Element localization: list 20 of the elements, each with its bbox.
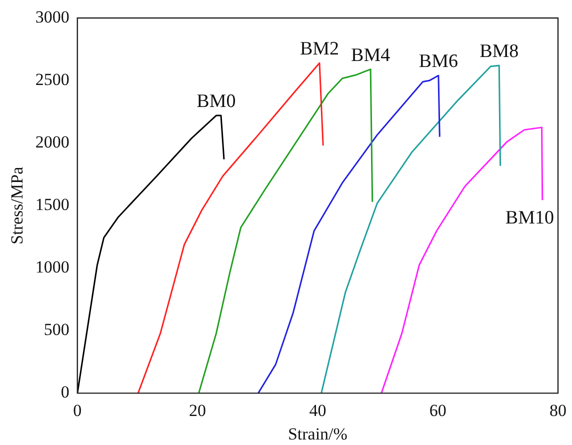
y-tick-label: 500 (44, 320, 70, 340)
y-tick-label: 2000 (35, 132, 70, 152)
y-tick-label: 0 (60, 382, 70, 402)
series-label: BM4 (351, 44, 391, 66)
y-axis-title: Stress/MPa (8, 166, 27, 244)
x-tick-label: 80 (550, 400, 566, 420)
y-tick-label: 2500 (35, 70, 70, 89)
series-label: BM8 (480, 41, 519, 62)
x-tick-label: 0 (73, 400, 82, 420)
x-axis-title: Strain/% (288, 424, 348, 444)
y-tick-label: 3000 (35, 7, 70, 26)
series-label: BM2 (300, 38, 340, 60)
x-tick-label: 60 (429, 400, 446, 420)
series-label: BM6 (418, 51, 458, 72)
y-tick-label: 1500 (35, 195, 70, 214)
x-tick-label: 40 (309, 400, 326, 420)
series-label: BM0 (196, 91, 236, 112)
series-label: BM10 (505, 208, 554, 229)
y-tick-label: 1000 (35, 258, 70, 277)
x-tick-label: 20 (189, 400, 206, 420)
